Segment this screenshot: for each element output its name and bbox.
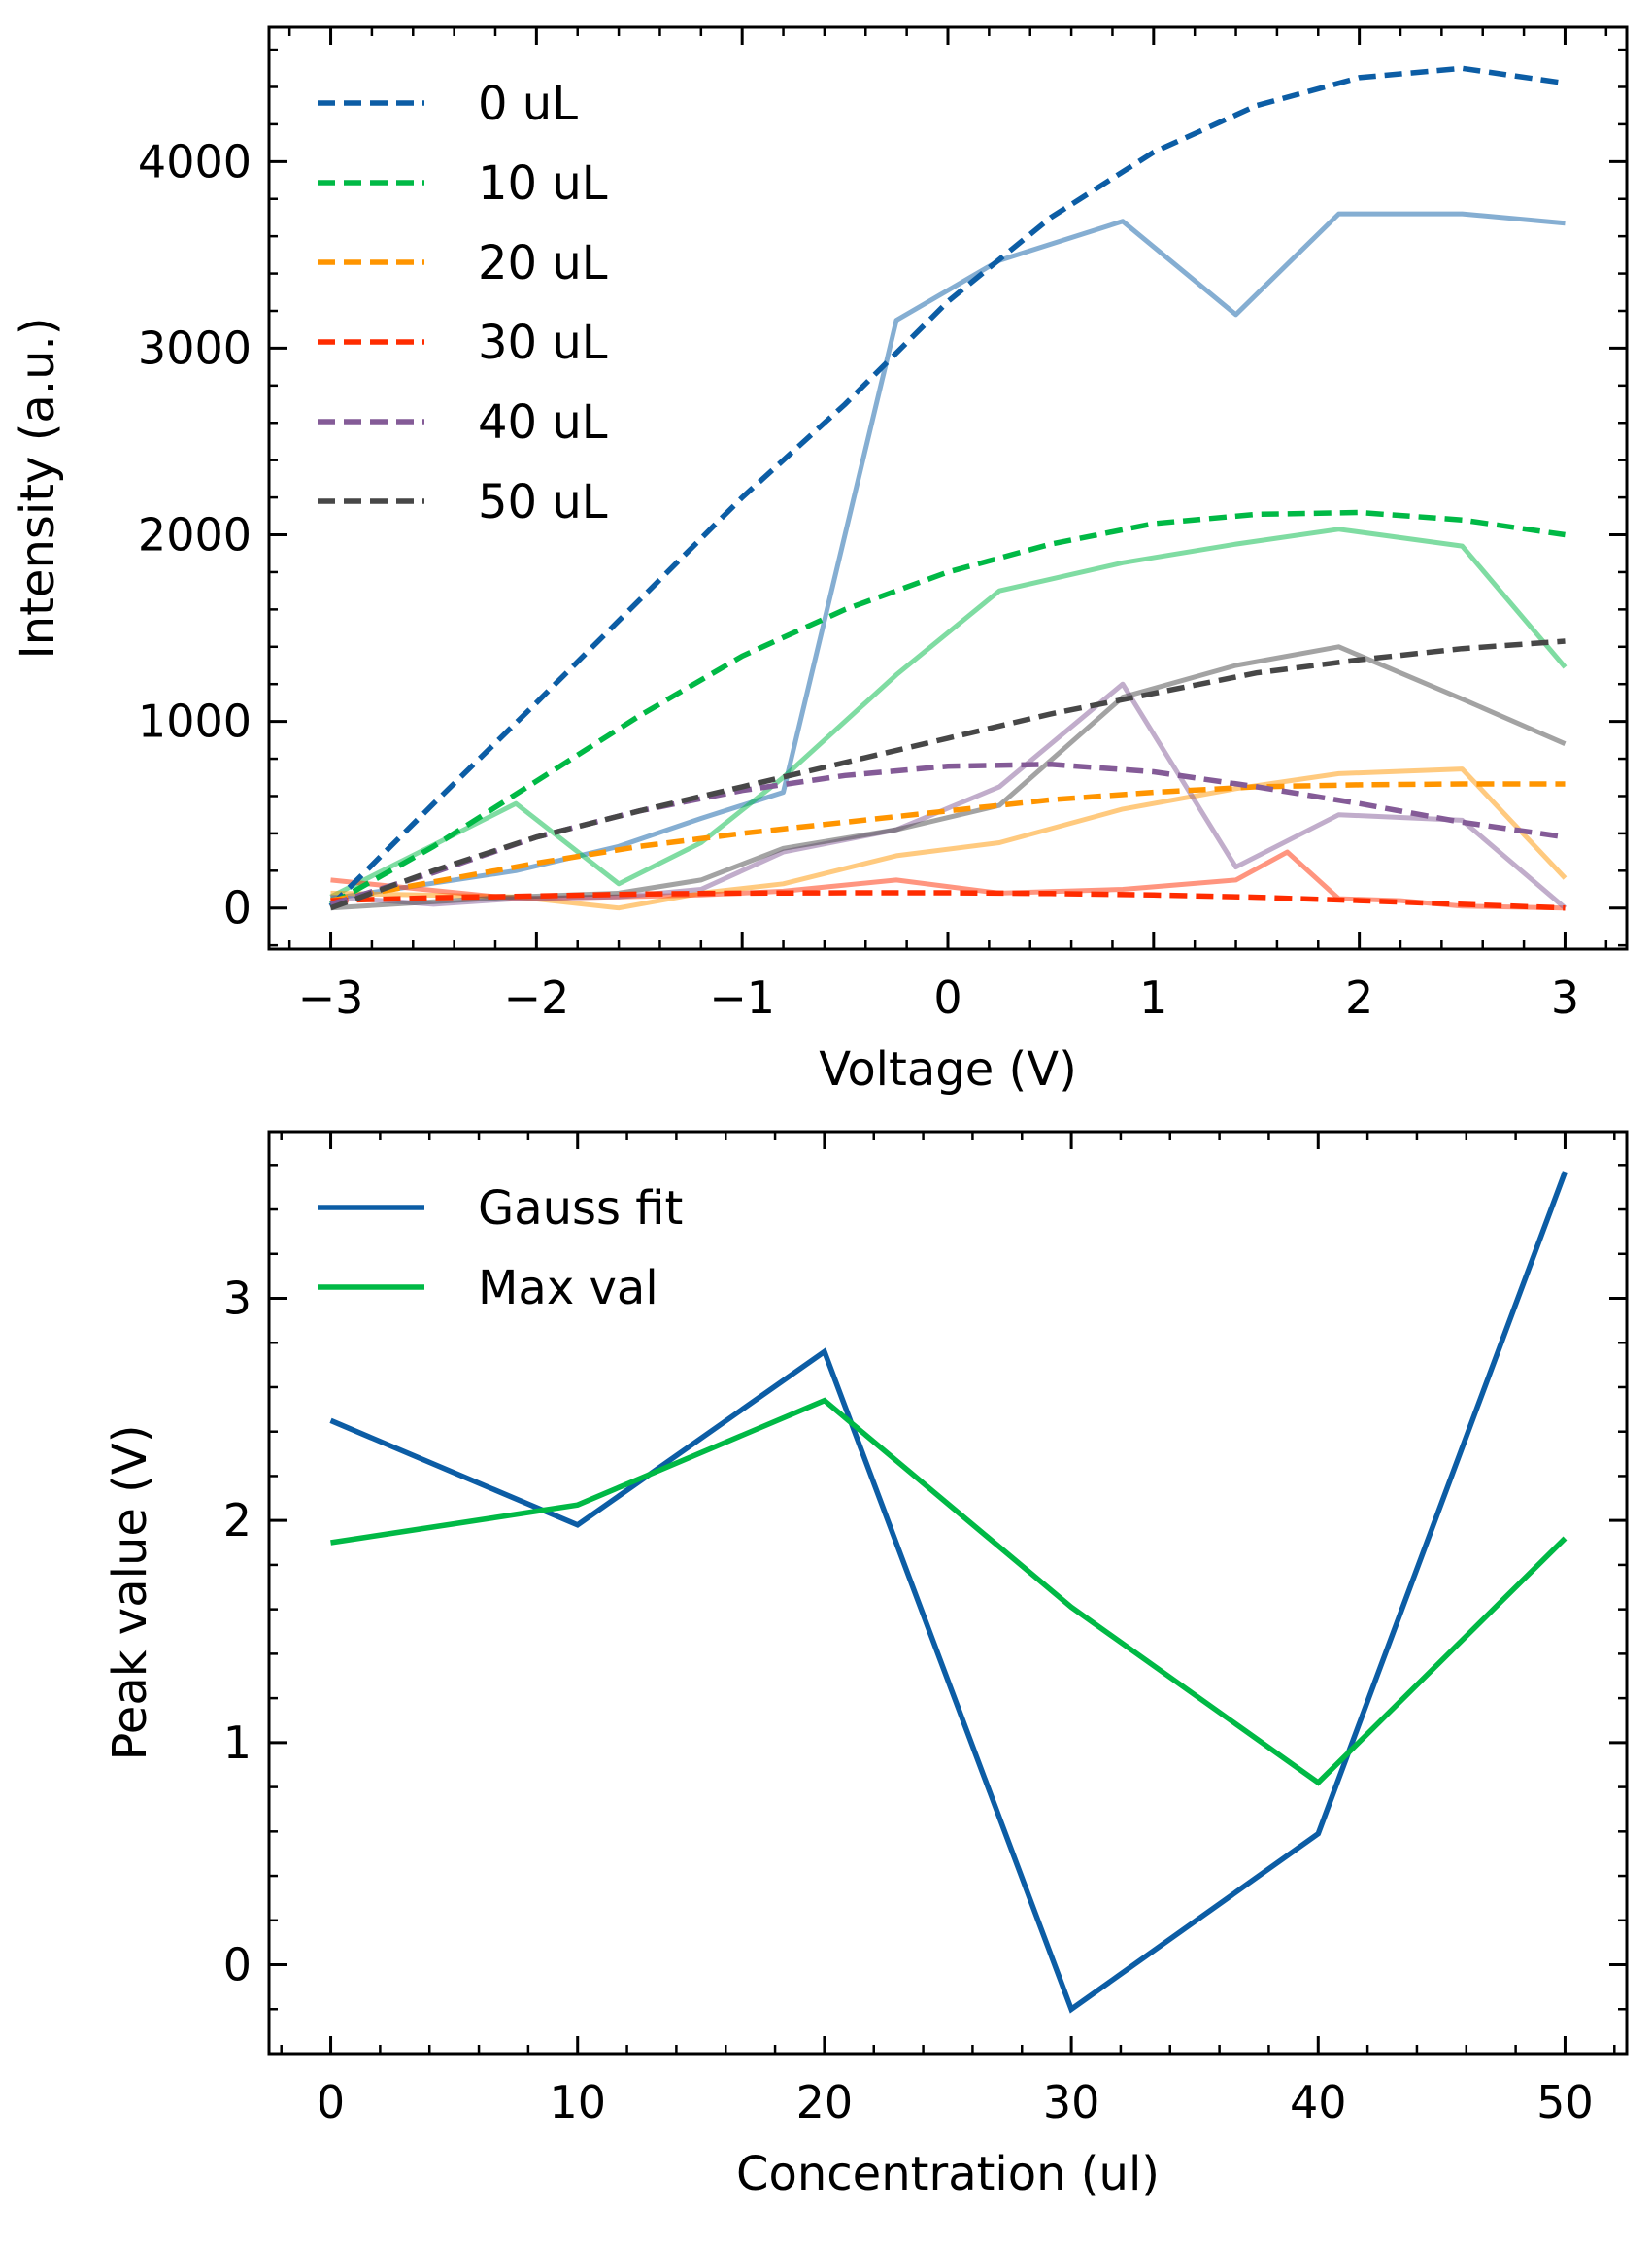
y-tick-label: 4000 xyxy=(138,135,252,187)
y-tick-label: 3000 xyxy=(138,322,252,374)
legend-label: 50 uL xyxy=(478,475,608,529)
series-line xyxy=(330,1397,1568,1786)
legend-label: 30 uL xyxy=(478,316,608,370)
x-tick-label: 40 xyxy=(1290,2076,1347,2128)
fit-series-line xyxy=(330,890,1566,911)
plot-frame xyxy=(267,1130,1629,2056)
legend-label: 10 uL xyxy=(478,156,608,211)
legend-label: 40 uL xyxy=(478,395,608,450)
peak-vs-concentration-plot: 0 10 20 30 40 50 0 1 2 3 Concentration (ul) Peak va… xyxy=(103,1130,1629,2201)
y-tick-label: 1000 xyxy=(138,696,252,748)
y-tick-label: 0 xyxy=(223,1939,252,1991)
y-tick-label: 2 xyxy=(223,1494,252,1547)
x-tick-label: 20 xyxy=(796,2076,854,2128)
y-tick-label: 3 xyxy=(223,1273,252,1325)
x-tick-label: 0 xyxy=(317,2076,345,2128)
legend-label: 0 uL xyxy=(478,77,578,131)
x-tick-label: 0 xyxy=(933,971,961,1024)
x-axis-label: Concentration (ul) xyxy=(736,2147,1160,2201)
x-tick-label: 2 xyxy=(1345,971,1373,1024)
fit-series-line xyxy=(329,638,1566,911)
x-tick-label: −3 xyxy=(298,971,364,1024)
series-line xyxy=(329,1171,1568,2014)
x-tick-label: 30 xyxy=(1043,2076,1100,2128)
fit-series-line xyxy=(329,509,1566,907)
legend-label: Max val xyxy=(478,1261,658,1315)
raw-series-line xyxy=(330,766,1568,911)
fit-series-line xyxy=(330,781,1566,903)
y-axis-label: Intensity (a.u.) xyxy=(11,318,65,660)
x-tick-label: 50 xyxy=(1536,2076,1594,2128)
y-tick-label: 2000 xyxy=(138,509,252,561)
y-axis-label: Peak value (V) xyxy=(103,1425,157,1761)
fit-series-line xyxy=(328,65,1566,908)
x-tick-label: −2 xyxy=(503,971,569,1024)
x-axis-label: Voltage (V) xyxy=(819,1042,1077,1097)
legend-label: Gauss fit xyxy=(478,1181,683,1236)
x-tick-label: 10 xyxy=(549,2076,606,2128)
y-tick-label: 0 xyxy=(223,882,252,935)
x-tick-label: −1 xyxy=(709,971,775,1024)
x-tick-label: 1 xyxy=(1139,971,1167,1024)
y-tick-label: 1 xyxy=(223,1717,252,1769)
legend-label: 20 uL xyxy=(478,236,608,290)
x-tick-label: 3 xyxy=(1551,971,1579,1024)
intensity-vs-voltage-plot: −3 −2 −1 0 1 2 3 0 1000 2000 3000 4000 Voltage (V) In… xyxy=(11,25,1629,1097)
raw-series-line xyxy=(329,527,1568,900)
